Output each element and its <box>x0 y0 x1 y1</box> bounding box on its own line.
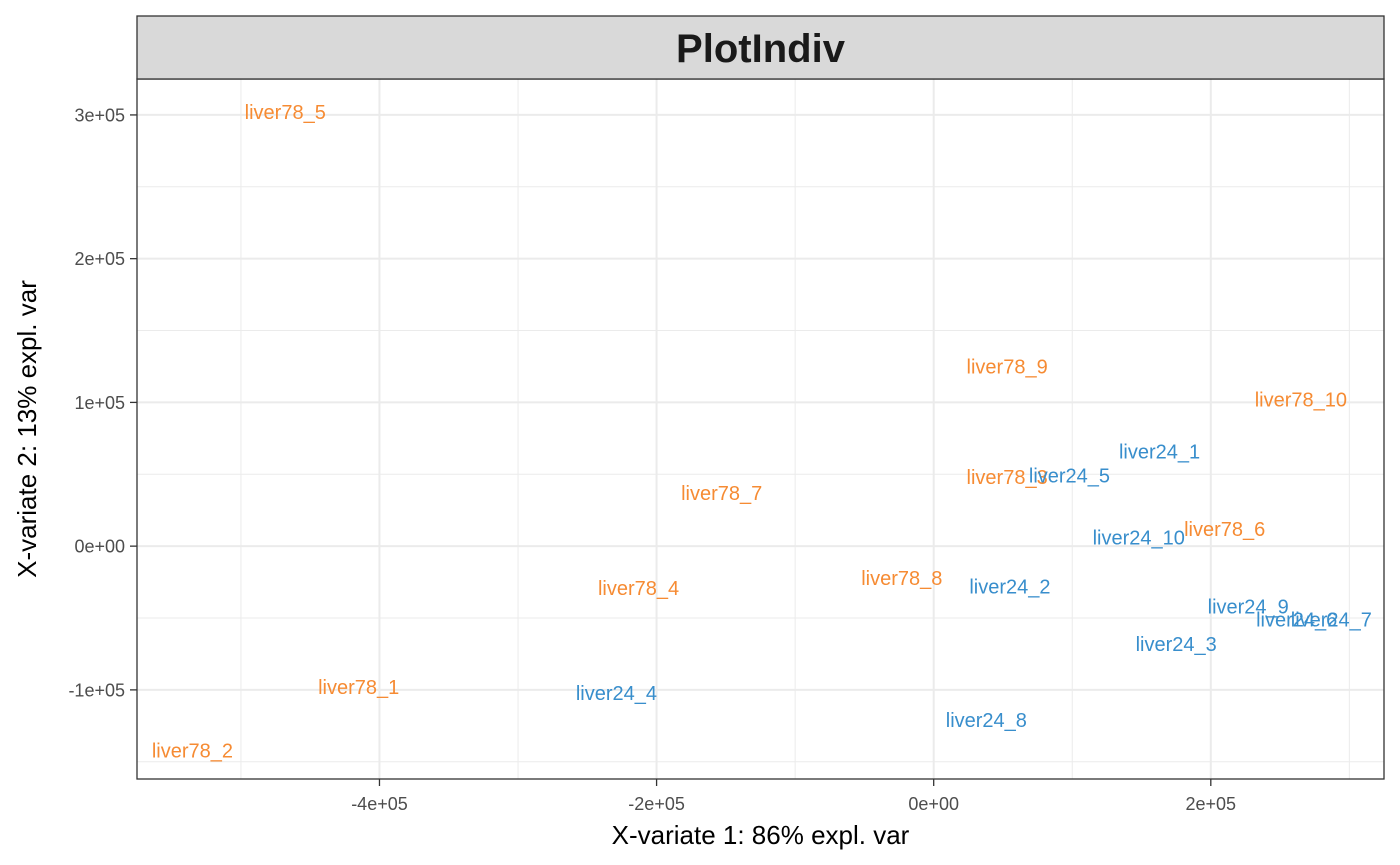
data-point-label: liver78_7 <box>681 483 762 505</box>
data-point-label: liver78_9 <box>967 356 1048 378</box>
y-tick-label: 3e+05 <box>74 105 125 125</box>
data-point-label: liver78_10 <box>1255 390 1347 412</box>
data-point-label: liver78_5 <box>245 102 326 124</box>
panel-border <box>136 78 1385 780</box>
x-tick-label: 2e+05 <box>1186 794 1237 814</box>
chart-title: PlotIndiv <box>676 27 846 71</box>
data-point-label: liver78_6 <box>1184 519 1265 541</box>
major-grid <box>137 79 1384 779</box>
data-point-label: liver24_9 <box>1208 597 1289 619</box>
data-point-label: liver24_6 <box>1256 609 1337 631</box>
x-tick-label: -2e+05 <box>628 794 685 814</box>
data-point-label: liver24_1 <box>1119 441 1200 463</box>
minor-grid <box>137 79 1384 779</box>
data-point-label: liver24_8 <box>946 710 1027 732</box>
x-tick-label: 0e+00 <box>908 794 959 814</box>
data-point-label: liver24_10 <box>1093 528 1185 550</box>
data-point-label: liver78_3 <box>967 467 1048 489</box>
y-tick-label: -1e+05 <box>68 680 125 700</box>
data-point-label: liver24_7 <box>1291 609 1372 631</box>
data-point-label: liver78_8 <box>861 568 942 590</box>
y-axis: -1e+05 0e+00 1e+05 2e+05 3e+05 <box>68 105 137 700</box>
data-point-label: liver24_5 <box>1029 466 1110 488</box>
data-point-label: liver24_2 <box>969 576 1050 598</box>
x-tick-label: -4e+05 <box>351 794 408 814</box>
facet-strip <box>136 15 1385 80</box>
data-point-label: liver24_3 <box>1136 634 1217 656</box>
x-axis-title: X-variate 1: 86% expl. var <box>612 820 910 850</box>
y-tick-label: 2e+05 <box>74 249 125 269</box>
data-point-label: liver78_2 <box>152 740 233 762</box>
point-labels: liver78_5liver78_9liver78_10liver78_3liv… <box>152 102 1372 762</box>
data-point-label: liver78_4 <box>598 578 679 600</box>
data-point-label: liver24_4 <box>576 683 657 705</box>
data-point-label: liver78_1 <box>318 677 399 699</box>
y-axis-title: X-variate 2: 13% expl. var <box>12 280 42 578</box>
y-tick-label: 0e+00 <box>74 537 125 557</box>
x-axis: -4e+05 -2e+05 0e+00 2e+05 <box>351 779 1236 814</box>
y-tick-label: 1e+05 <box>74 393 125 413</box>
